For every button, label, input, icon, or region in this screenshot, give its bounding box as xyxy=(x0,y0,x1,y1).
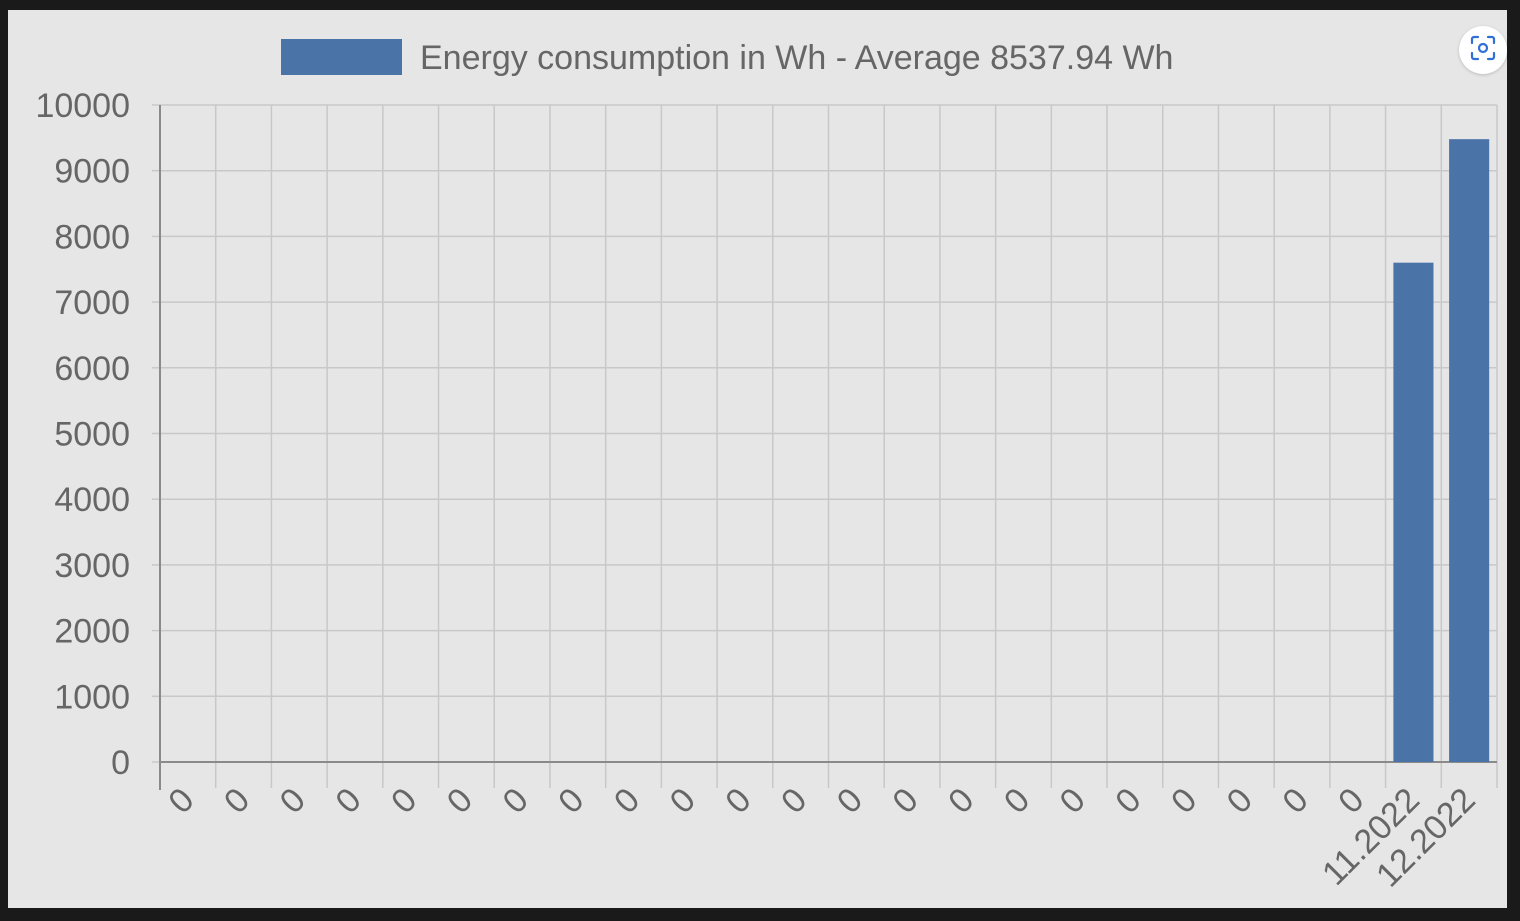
y-tick-label: 3000 xyxy=(54,547,130,585)
y-tick-label: 9000 xyxy=(54,153,130,191)
bar-chart: 0 1000 2000 3000 4000 5000 6000 7000 8000 9000 100… xyxy=(35,39,1498,895)
x-tick-label: 0 xyxy=(607,781,647,821)
x-tick-label: 0 xyxy=(1164,781,1204,821)
x-tick-label: 0 xyxy=(1275,781,1315,821)
y-tick-label: 10000 xyxy=(35,87,130,125)
x-tick-label: 0 xyxy=(885,781,925,821)
x-tick-label: 0 xyxy=(217,781,257,821)
y-tick-label: 2000 xyxy=(54,613,130,651)
x-tick-label: 0 xyxy=(496,781,536,821)
x-tick-label: 0 xyxy=(1220,781,1260,821)
y-tick-label: 5000 xyxy=(54,416,130,454)
x-tick-label: 0 xyxy=(1108,781,1148,821)
y-tick-label: 4000 xyxy=(54,481,130,519)
x-tick-label: 0 xyxy=(384,781,424,821)
x-tick-label: 0 xyxy=(440,781,480,821)
x-tick-label: 0 xyxy=(551,781,591,821)
axes xyxy=(159,105,1497,790)
y-tick-label: 6000 xyxy=(54,350,130,388)
legend-label[interactable]: Energy consumption in Wh - Average 8537.… xyxy=(420,39,1173,77)
y-tick-label: 8000 xyxy=(54,218,130,256)
x-tick-label: 0 xyxy=(941,781,981,821)
y-tick-label: 0 xyxy=(111,744,130,782)
lens-scan-button[interactable] xyxy=(1459,26,1507,74)
chart-frame: 0 1000 2000 3000 4000 5000 6000 7000 8000 9000 100… xyxy=(8,10,1507,908)
x-tick-label: 0 xyxy=(830,781,870,821)
y-tick-label: 7000 xyxy=(54,284,130,322)
bar-11.2022[interactable] xyxy=(1393,262,1434,762)
x-tick-label: 0 xyxy=(663,781,703,821)
bar-12.2022[interactable] xyxy=(1449,139,1490,762)
x-tick-label: 0 xyxy=(774,781,814,821)
lens-scan-icon xyxy=(1470,35,1496,66)
bars xyxy=(1393,139,1490,762)
x-tick-label: 0 xyxy=(273,781,313,821)
x-tick-label: 0 xyxy=(997,781,1037,821)
x-tick-label: 0 xyxy=(718,781,758,821)
y-axis-tick-labels: 0 1000 2000 3000 4000 5000 6000 7000 8000 9000 100… xyxy=(35,87,130,782)
legend-swatch[interactable] xyxy=(281,39,402,75)
grid-lines xyxy=(152,104,1498,788)
x-tick-label: 0 xyxy=(1053,781,1093,821)
y-tick-label: 1000 xyxy=(54,678,130,716)
x-tick-label: 0 xyxy=(328,781,368,821)
x-tick-label: 0 xyxy=(161,781,201,821)
legend: Energy consumption in Wh - Average 8537.… xyxy=(281,39,1173,77)
